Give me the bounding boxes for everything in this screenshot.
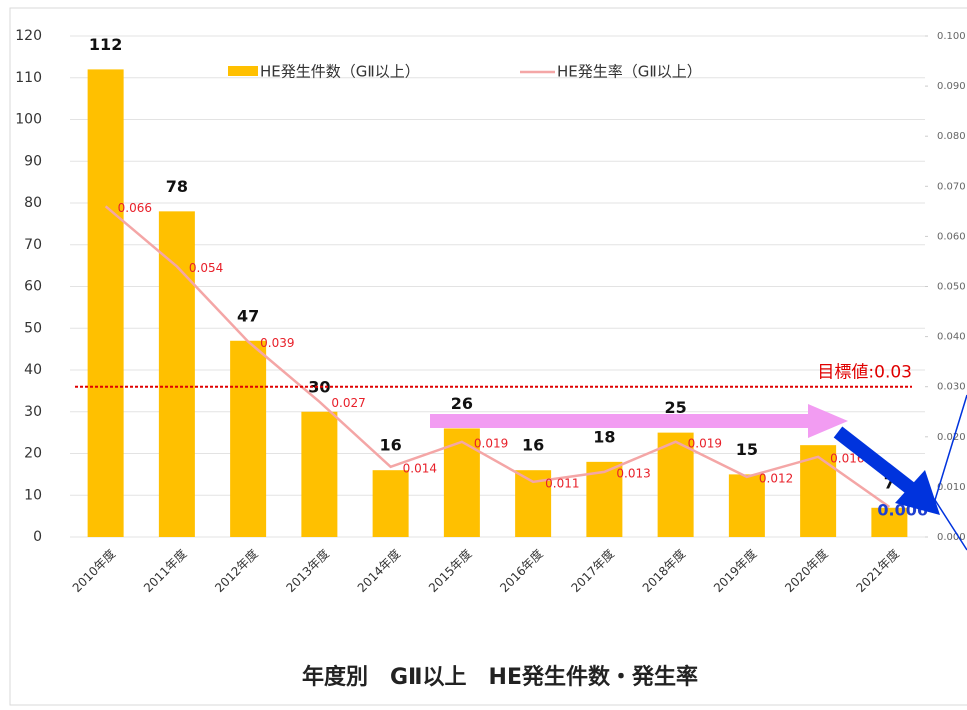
y-tick-label: 10 (24, 487, 42, 503)
rate-value-label: 0.011 (545, 476, 579, 490)
y-tick-label: 80 (24, 195, 42, 211)
y-tick-label: 90 (24, 153, 42, 169)
y-tick-label: 100 (15, 112, 42, 128)
bar-value-label: 15 (736, 440, 758, 459)
bar-value-label: 112 (89, 35, 122, 54)
chart-title: 年度別 GⅡ以上 HE発生件数・発生率 (302, 664, 698, 690)
bar-value-label: 26 (451, 394, 473, 413)
callout-line (934, 499, 967, 551)
y-tick-label: 20 (24, 446, 42, 462)
rate-value-label: 0.012 (759, 471, 793, 485)
y-tick-label: 0 (33, 529, 42, 545)
bar (871, 507, 908, 537)
callout-line (934, 394, 967, 501)
y2-tick-label: 0.080 (937, 131, 966, 142)
y-tick-label: 30 (24, 404, 42, 420)
y2-tick-label: 0.000 (937, 532, 966, 543)
y-tick-label: 70 (24, 237, 42, 253)
y-tick-label: 120 (15, 28, 42, 44)
rate-value-label: 0.066 (118, 201, 152, 215)
bar-value-label: 16 (522, 436, 544, 455)
y2-tick-label: 0.010 (937, 482, 966, 493)
y2-tick-label: 0.020 (937, 432, 966, 443)
arrows (430, 394, 967, 551)
pink-arrow-head (808, 404, 848, 438)
rate-value-label: 0.039 (260, 336, 294, 350)
blue-arrow-body (833, 426, 915, 494)
rate-value-label: 0.013 (616, 466, 650, 480)
y-tick-label: 50 (24, 320, 42, 336)
legend-label: HE発生率（GⅡ以上） (557, 63, 702, 81)
bar (301, 411, 338, 537)
y2-tick-label: 0.070 (937, 181, 966, 192)
y-tick-label: 60 (24, 279, 42, 295)
bar-value-label: 16 (379, 436, 401, 455)
rate-value-label: 0.014 (403, 461, 437, 475)
bar-value-label: 25 (664, 398, 686, 417)
chart-frame (9, 7, 967, 706)
rate-value-label: 0.054 (189, 261, 223, 275)
bar-value-label: 47 (237, 306, 259, 325)
y2-tick-label: 0.040 (937, 332, 966, 343)
y2-tick-label: 0.100 (937, 31, 966, 42)
y2-tick-label: 0.060 (937, 231, 966, 242)
y-tick-label: 40 (24, 362, 42, 378)
y2-tick-label: 0.050 (937, 282, 966, 293)
bar (87, 69, 124, 538)
legend-swatch (228, 66, 258, 76)
target-label: 目標値:0.03 (817, 363, 912, 383)
rate-value-label: 0.019 (688, 436, 722, 450)
rate-value-label: 0.019 (474, 436, 508, 450)
legend-label: HE発生件数（GⅡ以上） (260, 63, 420, 81)
bar (728, 474, 765, 537)
bar-value-label: 78 (166, 177, 188, 196)
bar (657, 432, 694, 537)
y2-tick-label: 0.030 (937, 382, 966, 393)
rate-line (104, 205, 891, 508)
bar (230, 340, 267, 537)
pink-arrow-body (430, 414, 810, 428)
bar-value-label: 18 (593, 427, 615, 446)
bar (372, 470, 409, 537)
bar-value-label: 7 (884, 473, 895, 492)
blue-arrow-head (895, 470, 940, 515)
y2-tick-label: 0.090 (937, 81, 966, 92)
y-tick-label: 110 (15, 70, 42, 86)
rate-value-label: 0.016 (830, 451, 864, 465)
bar-value-label: 30 (308, 377, 330, 396)
rate-value-label: 0.027 (331, 396, 365, 410)
